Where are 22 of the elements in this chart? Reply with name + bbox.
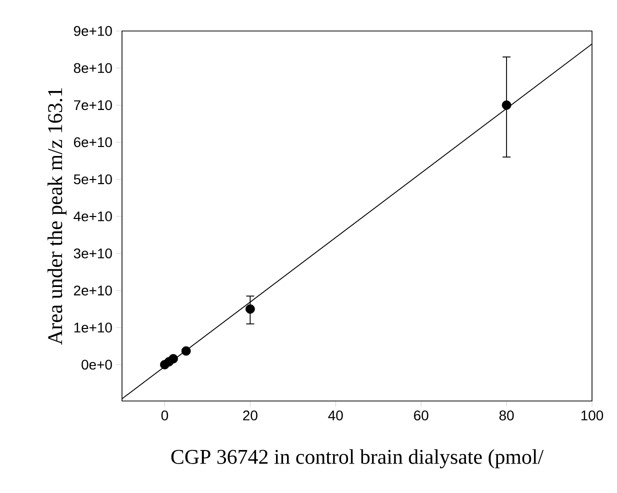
- y-tick-label: 4e+10: [74, 211, 112, 222]
- y-tick-label: 8e+10: [74, 63, 112, 74]
- x-tick-label: 0: [161, 410, 168, 420]
- y-tick-label: 9e+10: [74, 26, 112, 36]
- x-tick-label: 80: [499, 410, 514, 420]
- x-tick-label: 40: [328, 410, 343, 420]
- y-tick-label: 1e+10: [74, 322, 112, 333]
- point: [181, 346, 191, 356]
- y-axis-title: Area under the peak m/z 163.1: [47, 88, 66, 345]
- x-tick-label: 60: [414, 410, 428, 420]
- point: [168, 354, 178, 364]
- point: [502, 100, 512, 110]
- x-axis-title: CGP 36742 in control brain dialysate (pmol/: [171, 449, 544, 468]
- y-tick-label: 3e+10: [74, 248, 112, 258]
- x-tick-label: 100: [581, 410, 604, 420]
- y-tick-label: 7e+10: [74, 100, 112, 110]
- y-tick-label: 5e+10: [74, 174, 112, 184]
- y-tick-label: 2e+10: [74, 286, 112, 296]
- y-tick-label: 6e+10: [74, 137, 112, 148]
- x-tick-label: 20: [243, 410, 258, 420]
- y-tick-label: 0e+0: [82, 360, 112, 370]
- point: [245, 304, 255, 314]
